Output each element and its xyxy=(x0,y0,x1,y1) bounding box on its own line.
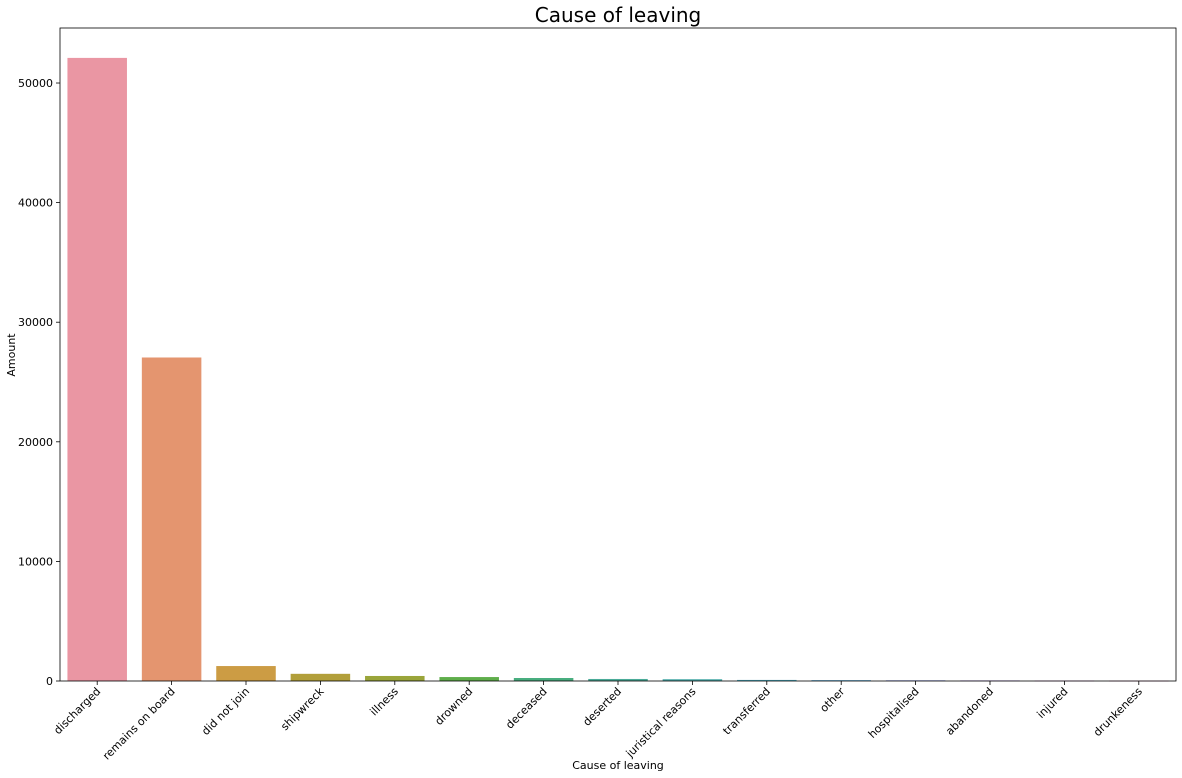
x-tick-label: discharged xyxy=(51,685,103,737)
x-tick-label: remains on board xyxy=(100,685,178,763)
y-axis-ticks: 0 10000 20000 30000 40000 50000 xyxy=(18,77,60,688)
x-tick-label: drunkeness xyxy=(1091,685,1145,739)
x-tick-label: illness xyxy=(367,685,401,719)
y-tick-label: 20000 xyxy=(18,436,53,449)
bar-did-not-join xyxy=(216,666,276,681)
y-tick-label: 10000 xyxy=(18,555,53,568)
x-tick-label: drowned xyxy=(432,685,475,728)
bar-illness xyxy=(365,675,425,681)
bar-other xyxy=(811,680,871,681)
bar-remains-on-board xyxy=(141,357,202,681)
bar-drowned xyxy=(439,677,499,681)
bar-discharged xyxy=(67,57,127,681)
x-axis-label: Cause of leaving xyxy=(572,759,664,772)
x-tick-label: juristical reasons xyxy=(623,685,699,761)
x-tick-label: shipwreck xyxy=(278,684,327,733)
x-tick-label: did not join xyxy=(199,685,252,738)
x-tick-label: hospitalised xyxy=(866,685,922,741)
y-tick-label: 50000 xyxy=(18,77,53,90)
x-tick-label: abandoned xyxy=(943,685,996,738)
x-tick-label: deserted xyxy=(580,685,624,729)
bar-juristical-reasons xyxy=(662,679,723,681)
bar-deceased xyxy=(513,678,574,681)
y-tick-label: 0 xyxy=(46,675,53,688)
x-tick-label: transferred xyxy=(720,685,773,738)
bars-group xyxy=(67,57,1169,682)
bar-deserted xyxy=(588,678,648,681)
bar-transferred xyxy=(737,679,797,681)
x-tick-label: deceased xyxy=(503,685,550,732)
x-tick-label: injured xyxy=(1034,685,1070,721)
y-tick-label: 30000 xyxy=(18,316,53,329)
x-tick-label: other xyxy=(817,685,847,715)
chart-title: Cause of leaving xyxy=(535,3,702,27)
bar-shipwreck xyxy=(290,673,351,681)
y-tick-label: 40000 xyxy=(18,197,53,210)
plot-area-frame xyxy=(59,27,1177,682)
y-axis-label: Amount xyxy=(5,333,18,377)
